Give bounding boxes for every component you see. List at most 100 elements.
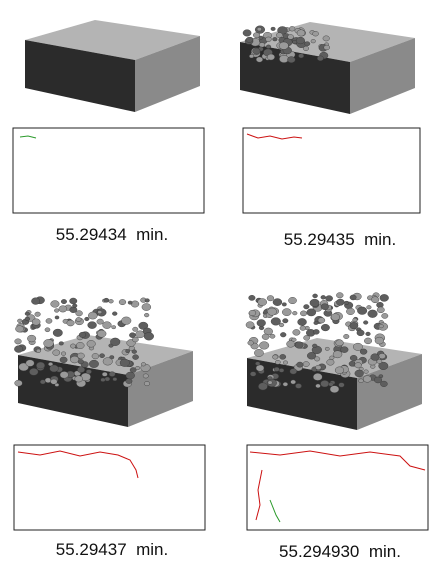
debris-chunk xyxy=(70,344,75,348)
debris-chunk xyxy=(292,311,297,315)
debris-chunk xyxy=(79,332,86,337)
debris-chunk xyxy=(67,320,75,326)
debris-chunk xyxy=(287,57,295,63)
debris-chunk xyxy=(290,369,297,375)
debris-chunk xyxy=(92,353,99,359)
debris-chunk xyxy=(98,310,102,313)
debris-chunk xyxy=(359,379,364,383)
debris-chunk xyxy=(36,349,41,353)
debris-chunk xyxy=(250,372,256,377)
debris-chunk xyxy=(144,332,154,340)
debris-chunk xyxy=(88,312,97,319)
debris-chunk xyxy=(288,297,296,304)
debris-chunk xyxy=(15,380,23,386)
debris-chunk xyxy=(119,299,126,304)
debris-chunk xyxy=(357,330,364,336)
debris-chunk xyxy=(330,386,339,393)
debris-chunk xyxy=(101,378,106,382)
debris-chunk xyxy=(76,342,84,348)
debris-chunk xyxy=(29,368,38,375)
debris-chunk xyxy=(298,54,303,58)
debris-chunk xyxy=(363,321,368,325)
debris-chunk xyxy=(256,57,263,62)
debris-chunk xyxy=(363,376,371,383)
debris-chunk xyxy=(266,37,272,42)
debris-chunk xyxy=(349,361,355,366)
debris-chunk xyxy=(243,30,251,37)
debris-chunk xyxy=(293,329,300,335)
debris-chunk xyxy=(343,334,349,338)
debris-chunk xyxy=(262,334,269,340)
debris-chunk xyxy=(283,382,288,386)
debris-chunk xyxy=(307,309,316,316)
debris-chunk xyxy=(321,295,326,299)
debris-chunk xyxy=(339,383,345,388)
debris-chunk xyxy=(377,359,382,363)
debris-chunk xyxy=(311,39,316,43)
debris-chunk xyxy=(270,334,275,338)
debris-chunk xyxy=(258,383,267,390)
debris-chunk xyxy=(86,370,92,374)
debris-chunk xyxy=(32,319,40,326)
debris-chunk xyxy=(248,341,254,346)
debris-chunk xyxy=(312,344,317,348)
debris-chunk xyxy=(288,35,294,40)
debris-chunk xyxy=(257,27,261,31)
debris-chunk xyxy=(367,305,372,309)
debris-chunk xyxy=(282,303,286,306)
figure: 55.29434 min. 55.29435 min. 55.29437 min… xyxy=(0,0,429,565)
debris-chunk xyxy=(53,350,60,356)
debris-chunk xyxy=(310,299,319,307)
debris-chunk xyxy=(315,365,321,370)
debris-chunk xyxy=(61,352,66,356)
debris-chunk xyxy=(59,306,67,312)
debris-chunk xyxy=(249,54,253,58)
debris-chunk xyxy=(25,317,30,321)
debris-chunk xyxy=(246,322,254,329)
debris-chunk xyxy=(132,350,137,354)
debris-chunk xyxy=(346,308,354,315)
debris-chunk xyxy=(104,298,109,302)
debris-chunk xyxy=(144,313,149,317)
debris-chunk xyxy=(283,361,287,365)
debris-chunk xyxy=(55,316,59,319)
debris-chunk xyxy=(304,335,310,340)
debris-chunk xyxy=(60,371,68,378)
debris-chunk xyxy=(109,299,114,303)
panel: 55.29435 min. xyxy=(240,22,420,249)
debris-chunk xyxy=(366,332,371,336)
debris-chunk xyxy=(324,45,330,50)
debris-chunk xyxy=(259,36,263,39)
debris-chunk xyxy=(135,366,139,370)
debris-chunk xyxy=(45,378,51,383)
debris-chunk xyxy=(313,329,319,334)
debris-chunk xyxy=(325,347,329,350)
debris-chunk xyxy=(77,353,84,359)
debris-chunk xyxy=(327,359,335,365)
debris-chunk xyxy=(112,326,116,329)
debris-chunk xyxy=(279,42,288,50)
debris-chunk xyxy=(143,374,148,378)
debris-chunk xyxy=(279,55,288,62)
debris-chunk xyxy=(267,308,276,315)
debris-chunk xyxy=(268,381,272,384)
debris-chunk xyxy=(255,362,260,366)
debris-chunk xyxy=(15,326,23,333)
debris-chunk xyxy=(360,349,367,355)
debris-chunk xyxy=(280,332,286,337)
debris-chunk xyxy=(102,372,107,376)
debris-chunk xyxy=(249,310,256,316)
debris-chunk xyxy=(69,298,76,304)
debris-chunk xyxy=(380,294,389,301)
debris-chunk xyxy=(51,379,58,384)
debris-chunk xyxy=(275,360,280,364)
debris-chunk xyxy=(89,360,98,368)
debris-chunk xyxy=(128,301,132,304)
debris-chunk xyxy=(279,368,284,372)
debris-chunk xyxy=(321,304,329,310)
debris-chunk xyxy=(266,45,271,49)
debris-chunk xyxy=(133,355,139,360)
debris-chunk xyxy=(112,312,117,316)
debris-chunk xyxy=(76,317,81,321)
debris-chunk xyxy=(72,304,77,308)
